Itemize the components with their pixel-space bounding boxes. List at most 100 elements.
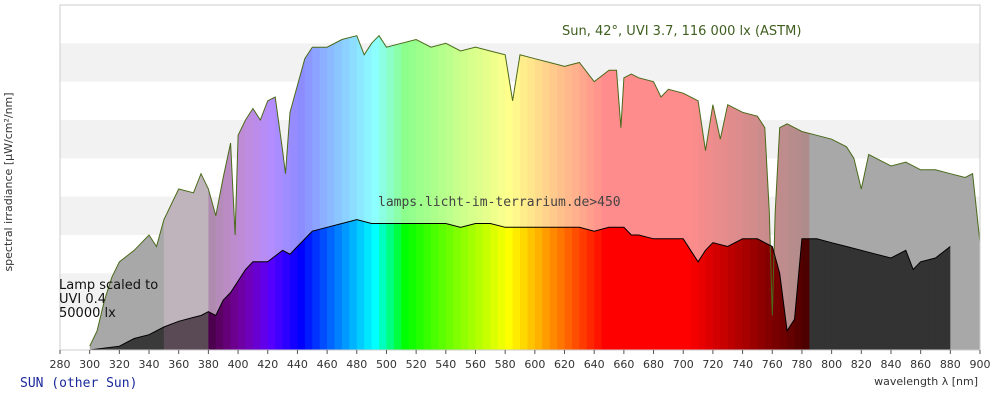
lamp-color-strip bbox=[831, 219, 840, 350]
lamp-color-strip bbox=[482, 219, 491, 350]
lamp-color-strip bbox=[653, 219, 662, 350]
lamp-color-strip bbox=[393, 219, 402, 350]
x-tick-label: 720 bbox=[702, 358, 723, 371]
sun-color-strip bbox=[267, 35, 276, 350]
sun-color-strip bbox=[564, 35, 573, 350]
lamp-color-strip bbox=[423, 219, 432, 350]
sun-color-strip bbox=[416, 35, 425, 350]
lamp-color-strip bbox=[690, 219, 699, 350]
x-axis-ticks: 280 300 320 340 360 380 400 420 440 460 480 500 520 5… bbox=[50, 350, 991, 371]
sun-color-strip bbox=[638, 35, 647, 350]
sun-color-strip bbox=[942, 35, 951, 350]
sun-color-strip bbox=[282, 35, 291, 350]
sun-color-strip bbox=[742, 35, 751, 350]
sun-color-strip bbox=[356, 35, 365, 350]
sun-color-strip bbox=[223, 35, 232, 350]
lamp-color-strip bbox=[586, 219, 595, 350]
sun-color-strip bbox=[327, 35, 336, 350]
sun-color-strip bbox=[623, 35, 632, 350]
lamp-color-strip bbox=[609, 219, 618, 350]
lamp-color-strip bbox=[705, 219, 714, 350]
lamp-color-strip bbox=[735, 219, 744, 350]
x-tick-label: 440 bbox=[287, 358, 308, 371]
sun-color-strip bbox=[727, 35, 736, 350]
lamp-color-strip bbox=[275, 219, 284, 350]
x-tick-label: 780 bbox=[791, 358, 812, 371]
x-tick-label: 360 bbox=[168, 358, 189, 371]
lamp-color-strip bbox=[564, 219, 573, 350]
sun-color-strip bbox=[453, 35, 462, 350]
sun-color-strip bbox=[445, 35, 454, 350]
lamp-color-strip bbox=[839, 219, 848, 350]
sun-color-strip bbox=[631, 35, 640, 350]
lamp-color-strip bbox=[334, 219, 343, 350]
x-tick-label: 540 bbox=[435, 358, 456, 371]
lamp-color-strip bbox=[646, 219, 655, 350]
lamp-color-strip bbox=[935, 219, 944, 350]
lamp-color-strip bbox=[898, 219, 907, 350]
lamp-color-strip bbox=[757, 219, 766, 350]
lamp-color-strip bbox=[631, 219, 640, 350]
lamp-annotation-line-2: UVI 0.4 bbox=[59, 292, 106, 307]
sun-color-strip bbox=[616, 35, 625, 350]
sun-color-strip bbox=[505, 35, 514, 350]
sun-color-strip bbox=[512, 35, 521, 350]
sun-color-strip bbox=[245, 35, 254, 350]
x-tick-label: 660 bbox=[613, 358, 634, 371]
lamp-color-strip bbox=[594, 219, 603, 350]
lamp-color-strip bbox=[534, 219, 543, 350]
lamp-color-strip bbox=[408, 219, 417, 350]
sun-color-strip bbox=[460, 35, 469, 350]
lamp-annotation-line-1: Lamp scaled to bbox=[59, 278, 158, 293]
x-tick-label: 600 bbox=[524, 358, 545, 371]
sun-color-strip bbox=[534, 35, 543, 350]
lamp-color-strip bbox=[349, 219, 358, 350]
x-tick-label: 280 bbox=[50, 358, 71, 371]
lamp-color-strip bbox=[238, 219, 247, 350]
lamp-color-strip bbox=[683, 219, 692, 350]
sun-color-strip bbox=[349, 35, 358, 350]
sun-color-strip bbox=[853, 35, 862, 350]
sun-color-strip bbox=[490, 35, 499, 350]
lamp-color-strip bbox=[698, 219, 707, 350]
lamp-color-strip bbox=[327, 219, 336, 350]
sun-color-strip bbox=[779, 35, 788, 350]
plot-frame bbox=[59, 4, 981, 351]
sun-color-strip bbox=[801, 35, 810, 350]
lamp-color-strip bbox=[571, 219, 580, 350]
sun-color-strip bbox=[831, 35, 840, 350]
lamp-spectrum-line bbox=[89, 219, 951, 351]
lamp-color-strip bbox=[475, 219, 484, 350]
other-sun-link[interactable]: SUN (other Sun) bbox=[20, 376, 138, 391]
x-tick-label: 420 bbox=[257, 358, 278, 371]
lamp-color-strip bbox=[623, 219, 632, 350]
lamp-color-strip bbox=[505, 219, 514, 350]
sun-color-strip bbox=[193, 35, 202, 350]
lamp-color-strip bbox=[319, 219, 328, 350]
lamp-color-strip bbox=[660, 219, 669, 350]
lamp-color-strip bbox=[527, 219, 536, 350]
sun-color-strip bbox=[675, 35, 684, 350]
sun-color-strip bbox=[928, 35, 937, 350]
lamp-color-strip bbox=[371, 219, 380, 350]
x-tick-label: 380 bbox=[198, 358, 219, 371]
sun-color-strip bbox=[586, 35, 595, 350]
lamp-color-strip bbox=[416, 219, 425, 350]
sun-color-strip bbox=[386, 35, 395, 350]
x-tick-label: 460 bbox=[317, 358, 338, 371]
lamp-color-strip bbox=[675, 219, 684, 350]
lamp-color-strip bbox=[468, 219, 477, 350]
x-tick-label: 760 bbox=[762, 358, 783, 371]
lamp-color-strip bbox=[245, 219, 254, 350]
x-tick-label: 580 bbox=[495, 358, 516, 371]
lamp-annotation-line-3: 50000 lx bbox=[59, 306, 116, 321]
grid-band bbox=[60, 5, 980, 44]
x-tick-label: 680 bbox=[643, 358, 664, 371]
sun-color-strip bbox=[379, 35, 388, 350]
sun-annotation: Sun, 42°, UVI 3.7, 116 000 lx (ASTM) bbox=[562, 24, 801, 39]
sun-color-strip bbox=[290, 35, 299, 350]
sun-spectrum-line bbox=[89, 34, 981, 347]
lamp-color-strip bbox=[853, 219, 862, 350]
sun-color-strip bbox=[475, 35, 484, 350]
sun-color-strip bbox=[750, 35, 759, 350]
